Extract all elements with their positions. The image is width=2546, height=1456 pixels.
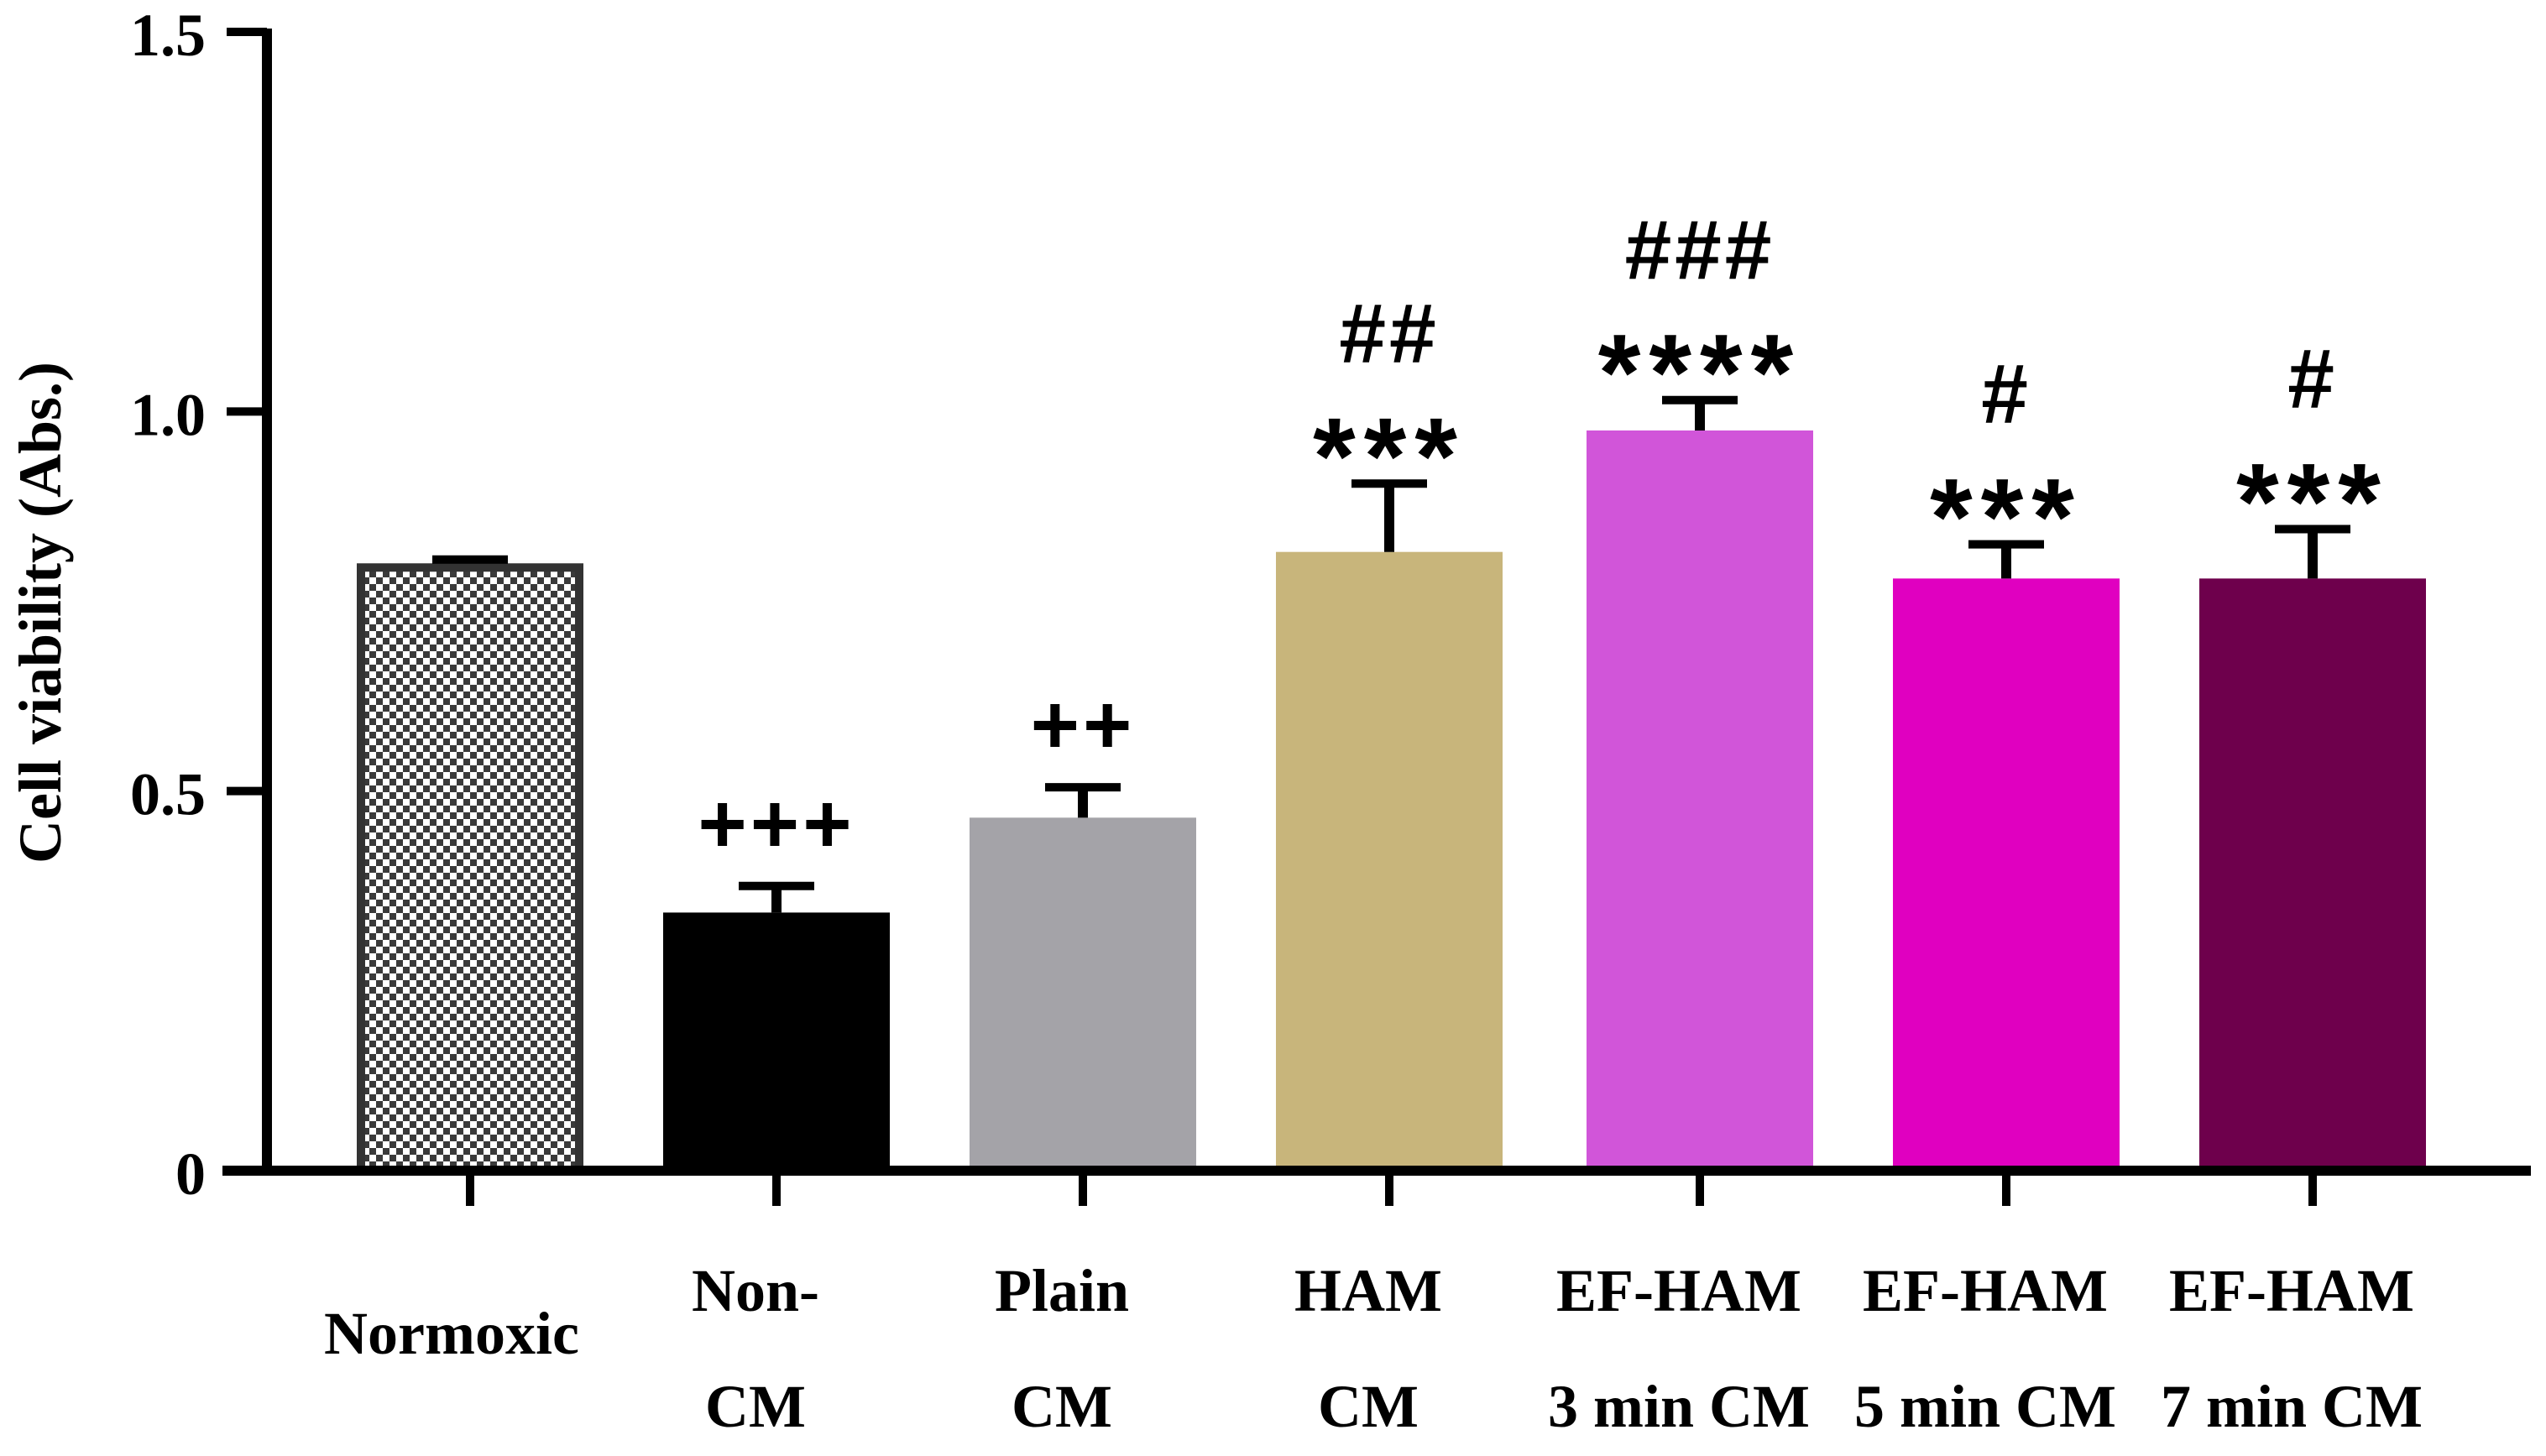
y-axis-label: Cell viability (Abs.) — [7, 362, 74, 864]
x-tick-label: Plain — [995, 1257, 1129, 1324]
y-tick-label: 0.5 — [130, 761, 206, 828]
significance-hash: # — [1981, 347, 2031, 441]
bar — [1893, 578, 2120, 1171]
bar — [970, 817, 1196, 1171]
significance-hash: ## — [1339, 286, 1439, 380]
significance-hash: # — [2287, 332, 2338, 426]
x-tick-label: 3 min CM — [1548, 1373, 1810, 1440]
x-tick-label: EF-HAM — [1556, 1257, 1801, 1324]
x-tick-label: EF-HAM — [2169, 1257, 2414, 1324]
bar — [357, 563, 583, 1175]
x-tick-label: 5 min CM — [1854, 1373, 2116, 1440]
x-tick-label: Non- — [692, 1257, 819, 1324]
y-tick-label: 1.0 — [130, 381, 206, 448]
significance-stars: **** — [1598, 311, 1801, 434]
x-tick-label: HAM — [1294, 1257, 1442, 1324]
significance-stars: *** — [1930, 456, 2083, 578]
bar — [1276, 551, 1503, 1171]
x-tick-label: CM — [1318, 1373, 1419, 1440]
x-tick-label: 7 min CM — [2161, 1373, 2423, 1440]
bar — [1587, 430, 1813, 1171]
x-tick-label: EF-HAM — [1863, 1257, 2108, 1324]
x-tick-label: CM — [1012, 1373, 1112, 1440]
significance-stars: *** — [1313, 394, 1466, 517]
significance-plus: +++ — [698, 777, 855, 871]
x-tick-label: CM — [705, 1373, 806, 1440]
bar — [2199, 578, 2426, 1171]
plot-area: Normoxic+++Non-CM++PlainCM##***HAMCM###*… — [130, 2, 2531, 1440]
significance-stars: *** — [2236, 441, 2389, 563]
y-tick-label: 1.5 — [130, 2, 206, 69]
bar — [663, 912, 890, 1171]
significance-plus: ++ — [1031, 678, 1136, 772]
y-tick-label: 0 — [175, 1140, 206, 1208]
significance-hash: ### — [1625, 203, 1775, 297]
x-tick-label: Normoxic — [324, 1300, 579, 1367]
